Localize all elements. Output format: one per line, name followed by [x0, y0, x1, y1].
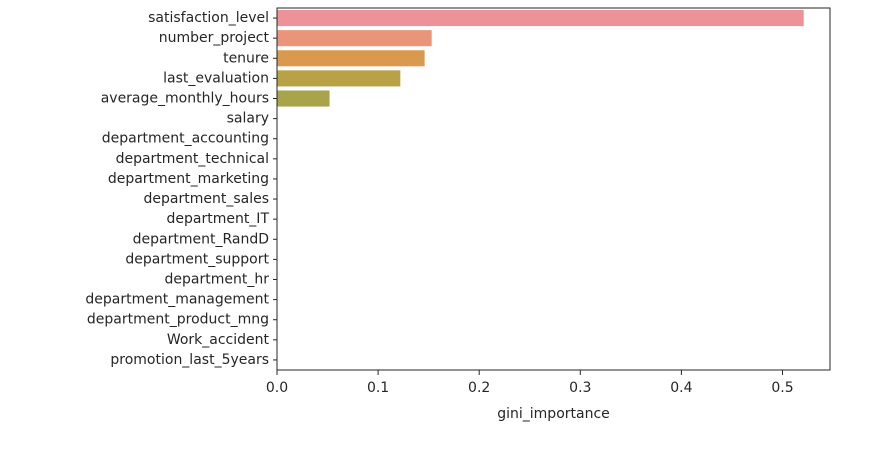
bar-last_evaluation — [277, 70, 401, 87]
bar-average_monthly_hours — [277, 90, 330, 107]
plot-frame — [276, 7, 831, 371]
y-tick-label: tenure — [223, 50, 269, 66]
y-tick-marks — [273, 17, 277, 361]
y-tick-label: department_management — [85, 292, 269, 308]
y-tick-label: satisfaction_level — [148, 10, 269, 26]
y-tick-label: department_accounting — [102, 131, 269, 147]
y-tick-label: department_sales — [144, 191, 270, 207]
y-tick-label: department_marketing — [108, 171, 269, 187]
bars-group — [277, 10, 804, 107]
y-tick-label: Work_accident — [167, 332, 270, 348]
x-axis-label: gini_importance — [497, 406, 610, 422]
x-tick-label: 0.2 — [468, 380, 490, 396]
y-tick-label: department_RandD — [133, 231, 269, 247]
y-tick-label: department_technical — [116, 151, 269, 167]
y-tick-label: number_project — [159, 30, 270, 46]
y-tick-label: department_IT — [166, 211, 269, 227]
y-tick-label: promotion_last_5years — [110, 352, 269, 368]
bar-satisfaction_level — [277, 10, 804, 27]
y-tick-label: department_support — [125, 251, 269, 267]
y-tick-label: department_product_mng — [87, 312, 269, 328]
x-tick-label: 0.0 — [266, 380, 288, 396]
x-tick-label: 0.5 — [771, 380, 793, 396]
y-tick-label: average_monthly_hours — [101, 91, 269, 107]
y-tick-label: department_hr — [165, 272, 270, 288]
bar-tenure — [277, 50, 425, 67]
x-tick-label: 0.1 — [367, 380, 389, 396]
y-tick-label: salary — [227, 111, 269, 127]
bar-number_project — [277, 30, 432, 47]
x-tick-label: 0.3 — [569, 380, 591, 396]
x-tick-label: 0.4 — [670, 380, 692, 396]
x-tick-marks — [276, 370, 783, 375]
x-tick-labels: 0.0 0.1 0.2 0.3 0.4 0.5 — [266, 380, 794, 396]
y-tick-label: last_evaluation — [163, 70, 269, 86]
